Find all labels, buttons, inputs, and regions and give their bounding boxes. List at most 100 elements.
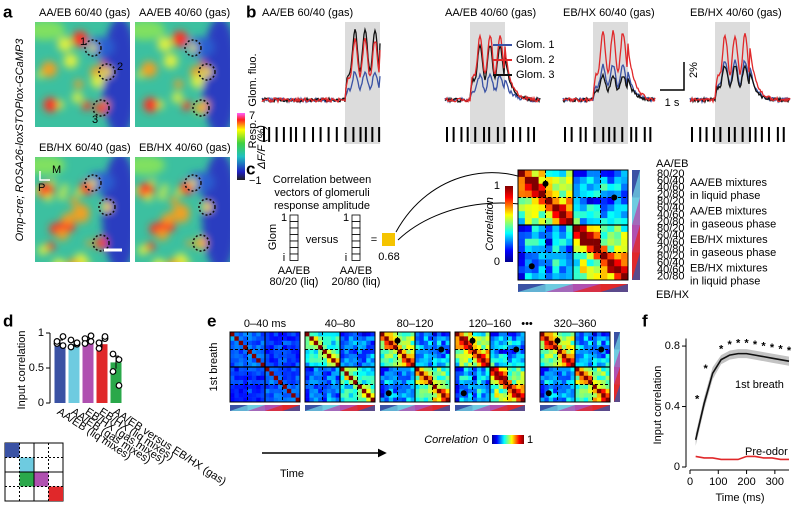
matrix-cell (309, 358, 315, 363)
scale-y: 2% (688, 62, 700, 78)
matrix-cell (230, 384, 235, 390)
matrix-cell (481, 397, 486, 403)
matrix-cell (384, 380, 390, 385)
matrix-cell (524, 259, 533, 267)
matrix-cell (331, 388, 336, 394)
matrix-cell (318, 384, 323, 390)
matrix-cell (566, 252, 574, 260)
matrix-cell (344, 345, 350, 350)
blob (172, 31, 188, 48)
blob (72, 31, 88, 48)
blob (44, 193, 53, 202)
matrix-cell (331, 380, 336, 385)
panel-label: f (642, 311, 648, 330)
matrix-cell (463, 375, 469, 381)
matrix-cell (559, 176, 567, 185)
matrix-cell (538, 183, 546, 191)
matrix-cell (265, 358, 270, 363)
matrix-cell (265, 371, 270, 377)
matrix-cell (561, 380, 567, 385)
matrix-cell (397, 345, 403, 350)
matrix-cell (596, 362, 602, 368)
series-line (695, 455, 789, 461)
matrix-cell (545, 245, 553, 253)
matrix-cell (607, 197, 615, 205)
matrix-cell (459, 384, 465, 390)
matrix-cell (544, 340, 550, 346)
matrix-cell (353, 362, 358, 368)
matrix-cell (273, 393, 279, 398)
matrix-cell (313, 358, 319, 363)
matrix-cell (455, 375, 460, 381)
matrix-cell (518, 218, 526, 226)
matrix-cell (494, 367, 500, 372)
matrix-cell (441, 380, 446, 385)
fluorescence-image (35, 157, 130, 262)
matrix-cell (566, 362, 571, 368)
matrix-cell (544, 349, 550, 355)
matrix-cell (531, 183, 539, 191)
matrix-cell (256, 336, 261, 342)
matrix-cell (340, 358, 345, 363)
matrix-cell (566, 367, 571, 372)
blob (75, 253, 87, 262)
matrix-cell (406, 345, 411, 350)
matrix-cell (423, 384, 429, 390)
matrix-cell (318, 358, 323, 363)
matrix-cell (238, 380, 244, 385)
matrix-cell (313, 349, 319, 355)
group-triangle (322, 405, 340, 411)
ratio-label: 20/80 (657, 243, 685, 255)
matrix-cell (295, 375, 301, 381)
matrix-cell (335, 384, 341, 390)
matrix-cell (545, 190, 553, 198)
matrix-cell (588, 375, 593, 381)
matrix-cell (583, 332, 589, 337)
matrix-cell (507, 367, 513, 372)
matrix-cell (234, 367, 240, 372)
matrix-cell (459, 340, 465, 346)
matrix-cell (579, 238, 588, 246)
matrix-cell (600, 204, 608, 212)
matrix-cell (251, 393, 257, 398)
matrix-cell (600, 266, 608, 274)
matrix-cell (592, 336, 598, 342)
matrix-cell (498, 384, 504, 390)
matrix-cell (459, 375, 465, 381)
matrix-cell (586, 218, 594, 226)
matrix-cell (318, 340, 323, 346)
matrix-cell (503, 353, 508, 359)
matrix-cell (432, 393, 438, 398)
matrix-cell (361, 380, 367, 385)
matrix-cell (415, 371, 420, 377)
matrix-cell (397, 384, 403, 390)
matrix-cell (566, 245, 574, 253)
matrix-cell (566, 266, 574, 274)
matrix-cell (503, 371, 508, 377)
matrix-cell (490, 388, 495, 394)
matrix-cell (588, 332, 593, 337)
matrix-cell (531, 176, 539, 185)
matrix-cell (601, 358, 606, 363)
matrix-cell (432, 362, 438, 368)
roi-label: 2 (117, 61, 123, 73)
matrix-cell (596, 332, 602, 337)
matrix-cell (366, 375, 371, 381)
vector-cell (289, 221, 299, 229)
matrix-cell (476, 397, 482, 403)
matrix-cell (507, 340, 513, 346)
matrix-cell (621, 225, 629, 233)
matrix-cell (498, 362, 504, 368)
matrix-cell (494, 371, 500, 377)
matrix-cell (251, 353, 257, 359)
scale-x: 1 s (665, 97, 680, 109)
matrix-cell (601, 349, 606, 355)
matrix-cell (548, 362, 554, 368)
matrix-cell (340, 345, 345, 350)
matrix-cell (494, 332, 500, 337)
matrix-cell (494, 349, 500, 355)
matrix-cell (286, 362, 292, 368)
matrix-cell (313, 397, 319, 403)
matrix-cell (230, 353, 235, 359)
blob (57, 36, 73, 52)
